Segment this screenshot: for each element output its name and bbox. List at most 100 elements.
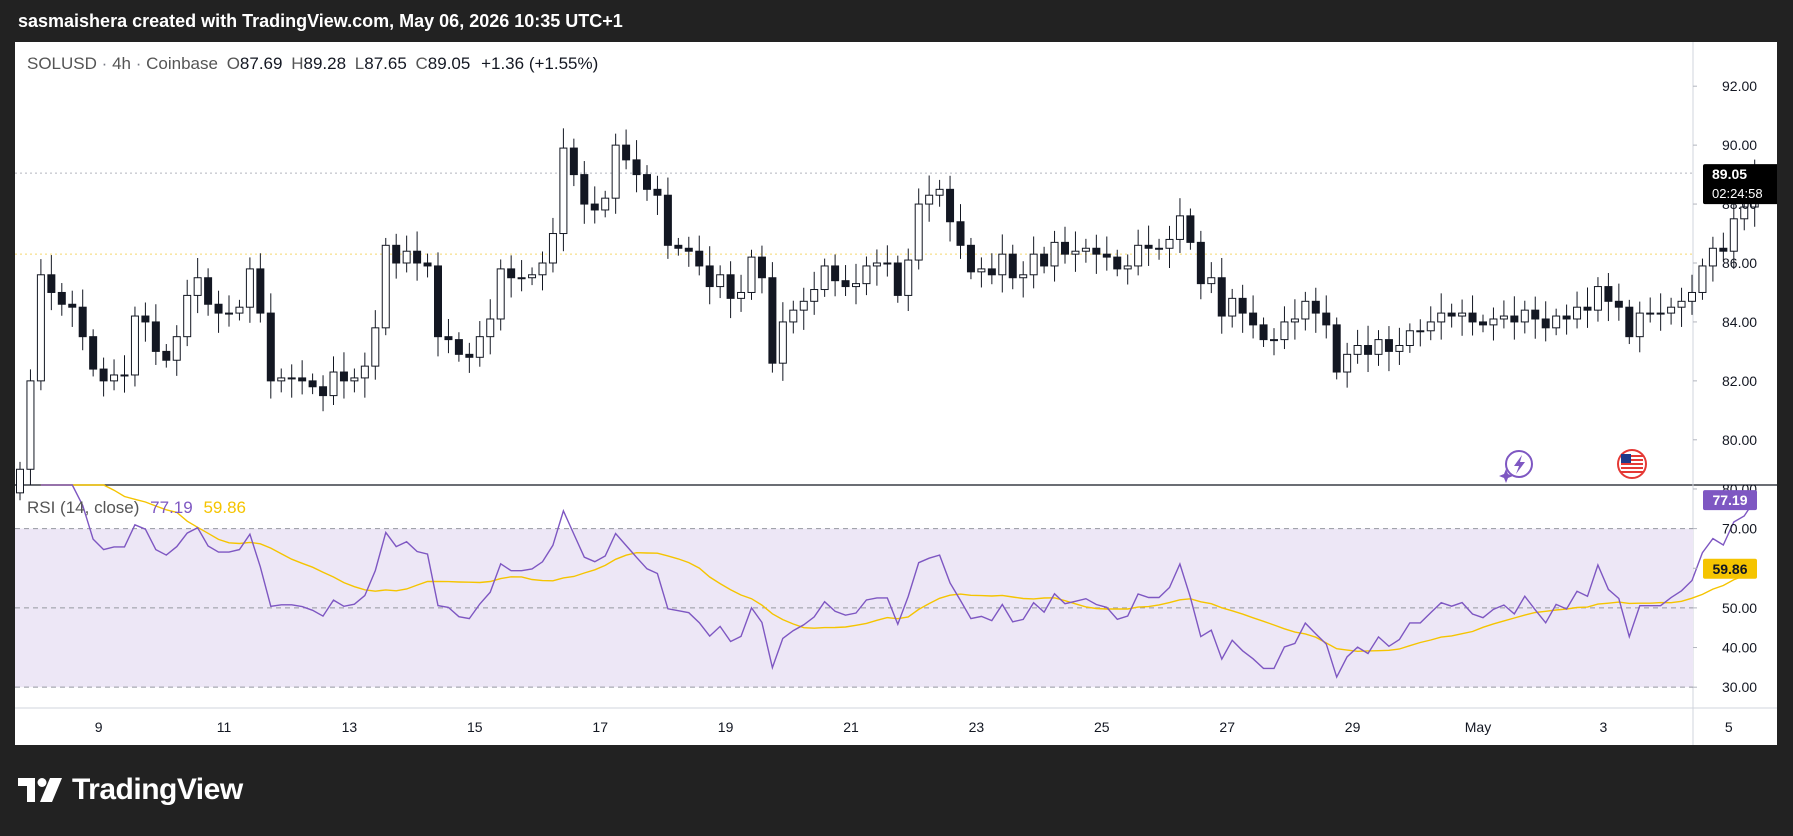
candle-up [1499, 300, 1508, 329]
time-tick-label: 9 [95, 719, 103, 735]
candle-body [1270, 339, 1278, 342]
tradingview-logo-icon [18, 778, 62, 802]
candle-body [319, 386, 328, 397]
axis-value-tags: 89.05 02:24:58 77.19 59.86 [1703, 164, 1777, 579]
candle-up [1656, 293, 1665, 331]
candle-body [475, 336, 484, 358]
candle-body [1583, 306, 1592, 311]
candle-body [1479, 321, 1487, 326]
time-tick-label: 21 [843, 719, 859, 735]
candle-up [402, 235, 411, 273]
time-tick-label: 29 [1345, 719, 1361, 735]
candle-down [1092, 234, 1101, 274]
candle-body [287, 377, 296, 380]
candle-down [151, 304, 160, 365]
candle-up [820, 258, 829, 297]
candle-up [1290, 299, 1299, 340]
candle-down [1040, 246, 1049, 274]
rsi-ma-legend-value: 59.86 [203, 498, 246, 517]
candle-body [1228, 297, 1237, 317]
legend-low: L87.65 [354, 54, 407, 73]
candle-body [214, 303, 223, 314]
candle-body [611, 144, 620, 199]
candle-up [1552, 308, 1561, 336]
candle-down [1259, 317, 1268, 347]
candle-body [737, 291, 746, 299]
candle-up [225, 295, 233, 327]
candle-down [622, 129, 631, 170]
candle-body [1468, 312, 1477, 323]
candle-body [1531, 309, 1540, 320]
candle-down [1249, 295, 1258, 339]
candle-body [852, 283, 860, 288]
candle-down [841, 265, 850, 297]
candle-up [245, 257, 254, 323]
candle-up [601, 190, 610, 218]
candle-up [925, 175, 934, 222]
candle-body [402, 250, 411, 264]
candle-down [339, 352, 348, 399]
price-tick-label: 84.00 [1722, 314, 1757, 330]
candle-body [914, 203, 923, 261]
candle-body [360, 365, 369, 379]
candle-down [1510, 296, 1519, 340]
candle-down [68, 290, 77, 327]
candle-body [1656, 312, 1665, 315]
candle-up [747, 249, 756, 300]
candle-body [1593, 286, 1602, 311]
candle-body [47, 274, 56, 293]
rsi-tick-label: 30.00 [1722, 679, 1757, 695]
time-tick-label: 13 [342, 719, 358, 735]
candle-body [277, 377, 286, 382]
time-axis[interactable]: 911131517192123252729May3579 [95, 719, 1777, 735]
candle-up [1280, 306, 1289, 350]
candle-body [538, 262, 547, 276]
rsi-legend-label[interactable]: RSI (14, close) [27, 498, 140, 517]
candle-body [89, 336, 98, 370]
legend-symbol[interactable]: SOLUSD [27, 54, 97, 73]
time-tick-label: 25 [1094, 719, 1110, 735]
candle-body [1426, 321, 1435, 332]
rsi-value-tag: 77.19 [1703, 490, 1757, 511]
candle-body [580, 174, 589, 205]
candle-up [1708, 236, 1717, 282]
candle-body [1416, 330, 1425, 333]
candle-body [141, 315, 150, 323]
candle-body [1395, 345, 1404, 352]
flag-canton [1621, 454, 1631, 463]
candle-body [684, 247, 693, 252]
candle-up [1019, 261, 1028, 298]
candle-body [632, 159, 641, 176]
candle-down [726, 261, 735, 319]
candle-up [1207, 262, 1216, 294]
candle-body [1311, 300, 1320, 314]
rsi-legend-value: 77.19 [150, 498, 193, 517]
candle-down [1008, 244, 1017, 290]
candle-down [465, 342, 474, 373]
legend-change: +1.36 (+1.55%) [481, 54, 599, 73]
candle-body [1175, 215, 1184, 240]
candle-down [256, 253, 265, 323]
candle-up [935, 179, 944, 207]
candle-down [956, 204, 965, 259]
candle-up [1165, 225, 1174, 269]
candle-body [381, 244, 390, 329]
candle-body [1019, 274, 1028, 279]
time-tick-label: 15 [467, 719, 483, 735]
candle-body [1259, 324, 1268, 341]
candle-body [1165, 238, 1174, 249]
candle-body [726, 274, 735, 299]
candle-body [998, 253, 1007, 276]
candle-body [1625, 306, 1634, 338]
legend-separator: · [135, 54, 142, 73]
candle-body [99, 368, 108, 382]
event-icons[interactable] [1499, 449, 1647, 483]
candle-up [1458, 299, 1467, 336]
legend-open: O87.69 [226, 54, 283, 73]
candle-up [1698, 258, 1707, 300]
candle-down [1447, 303, 1456, 328]
candle-up [559, 128, 568, 252]
